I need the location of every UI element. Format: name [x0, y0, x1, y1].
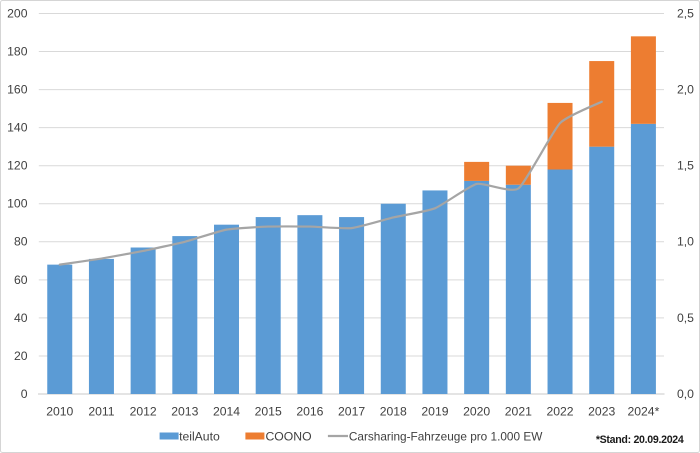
- svg-text:0,0: 0,0: [677, 387, 694, 401]
- svg-text:200: 200: [7, 6, 28, 20]
- svg-text:2,0: 2,0: [677, 83, 694, 97]
- svg-text:160: 160: [7, 83, 28, 97]
- svg-text:120: 120: [7, 159, 28, 173]
- svg-text:0,5: 0,5: [677, 311, 694, 325]
- svg-text:2,5: 2,5: [677, 6, 694, 20]
- svg-text:1,5: 1,5: [677, 159, 694, 173]
- svg-text:2020: 2020: [463, 405, 490, 419]
- svg-text:40: 40: [14, 311, 28, 325]
- svg-text:2012: 2012: [130, 405, 157, 419]
- svg-text:1,0: 1,0: [677, 235, 694, 249]
- svg-text:2014: 2014: [213, 405, 240, 419]
- svg-text:140: 140: [7, 121, 28, 135]
- svg-text:*Stand: 20.09.2024: *Stand: 20.09.2024: [596, 434, 684, 446]
- svg-text:COONO: COONO: [266, 429, 312, 443]
- svg-text:2011: 2011: [88, 405, 114, 419]
- svg-text:2021: 2021: [505, 405, 532, 419]
- svg-text:100: 100: [7, 197, 28, 211]
- svg-text:teilAuto: teilAuto: [179, 429, 220, 443]
- svg-text:80: 80: [14, 235, 28, 249]
- svg-text:Carsharing-Fahrzeuge pro 1.000: Carsharing-Fahrzeuge pro 1.000 EW: [349, 429, 543, 443]
- svg-text:2023: 2023: [588, 405, 615, 419]
- svg-text:60: 60: [14, 273, 28, 287]
- svg-text:2019: 2019: [421, 405, 448, 419]
- svg-text:2018: 2018: [380, 405, 407, 419]
- svg-text:2010: 2010: [46, 405, 73, 419]
- svg-text:2013: 2013: [171, 405, 198, 419]
- svg-text:2015: 2015: [255, 405, 282, 419]
- svg-text:2017: 2017: [338, 405, 365, 419]
- svg-text:20: 20: [14, 349, 28, 363]
- svg-text:0: 0: [21, 387, 28, 401]
- svg-text:2016: 2016: [296, 405, 323, 419]
- svg-text:2022: 2022: [546, 405, 573, 419]
- svg-text:180: 180: [7, 44, 28, 58]
- svg-text:2024*: 2024*: [627, 405, 659, 419]
